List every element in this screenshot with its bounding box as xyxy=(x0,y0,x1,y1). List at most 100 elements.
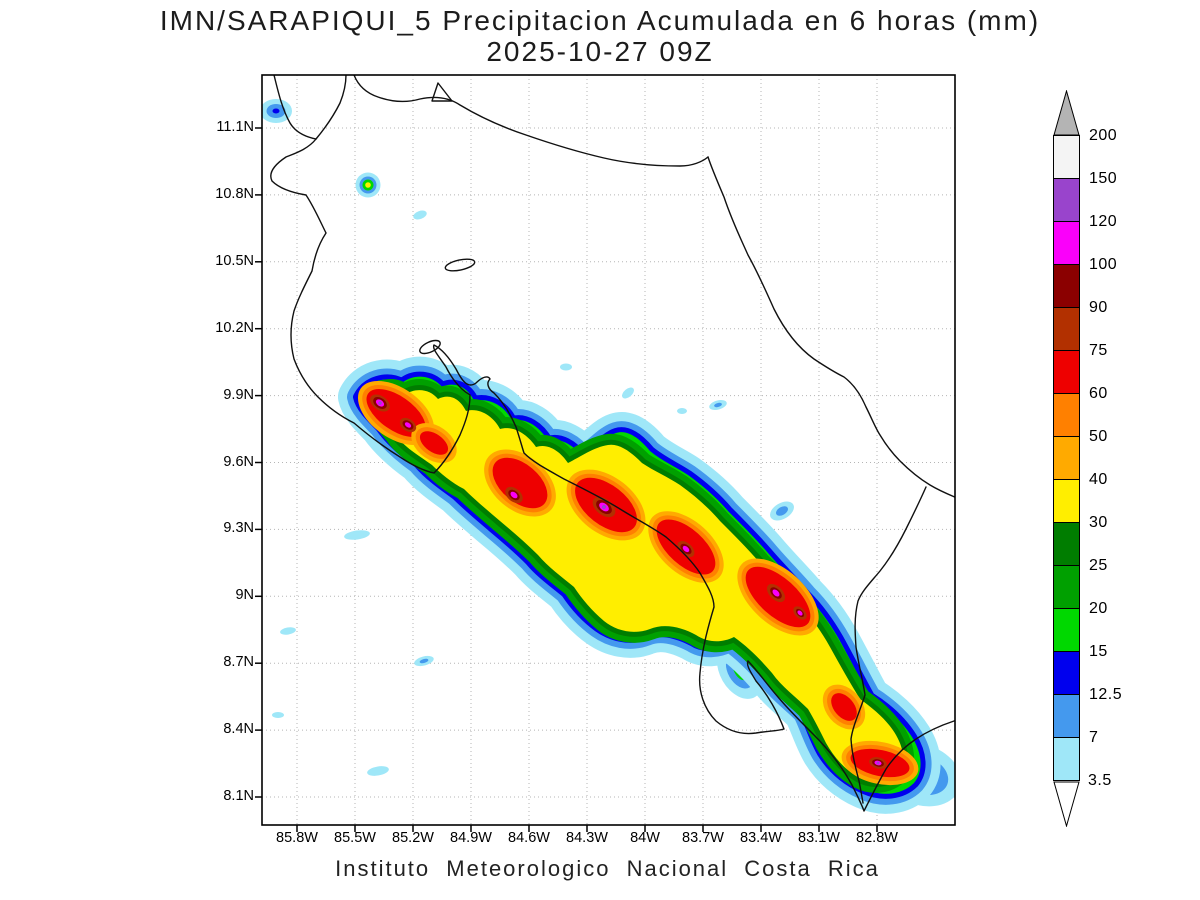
precip-level-magenta xyxy=(772,589,780,597)
precip-spot xyxy=(355,172,381,198)
colorbar-cell: 12.5 xyxy=(1053,686,1122,738)
coastline-caribbean xyxy=(707,156,955,498)
lat-tick-label: 8.7N xyxy=(223,654,254,671)
colorbar-tick-label: 100 xyxy=(1089,256,1118,273)
precip-maximum xyxy=(677,540,695,558)
coastline-pacific xyxy=(270,75,955,812)
colorbar-tick-label: 150 xyxy=(1089,170,1118,187)
precip-level-cyan xyxy=(344,530,370,540)
border-nicaragua xyxy=(315,75,347,140)
lon-tick-label: 85.2W xyxy=(392,830,434,846)
precip-spot xyxy=(413,210,427,220)
lake-nicaragua-shore xyxy=(353,75,709,167)
precip-spot xyxy=(367,766,389,776)
precip-maximum xyxy=(399,417,417,433)
precip-level-red xyxy=(419,431,449,455)
colorbar-tick-label: 50 xyxy=(1089,428,1108,445)
colorbar-cells: 200 150 120 100 90 75 60 50 40 30 25 20 15 12.5 7 xyxy=(1053,127,1193,781)
precip-level-blue xyxy=(419,658,429,664)
colorbar-cell: 90 xyxy=(1053,299,1107,351)
under-arrow-shape xyxy=(1053,781,1080,827)
precip-level-cyan xyxy=(622,387,634,399)
precip-level-purple xyxy=(876,761,880,765)
colorbar-under-arrow xyxy=(1053,781,1080,827)
precip-maximum xyxy=(869,757,887,769)
colorbar-cell: 20 xyxy=(1053,600,1107,652)
precip-field xyxy=(262,99,955,817)
colorbar-tick-label: 90 xyxy=(1089,299,1108,316)
precip-level-cyan xyxy=(560,363,572,371)
over-arrow-shape xyxy=(1053,90,1080,136)
colorbar-over-arrow xyxy=(1053,90,1080,136)
lon-tick-label: 85.8W xyxy=(276,830,318,846)
precip-core xyxy=(484,449,556,517)
map-plot xyxy=(255,74,956,832)
coastlines xyxy=(270,75,955,812)
colorbar-cell: 7 xyxy=(1053,729,1098,781)
colorbar-tick-label: 30 xyxy=(1089,514,1108,531)
precip-spot xyxy=(770,501,794,521)
colorbar-tick-label: 12.5 xyxy=(1089,686,1123,703)
colorbar-tick-label: 120 xyxy=(1089,213,1118,230)
precip-maximum xyxy=(793,606,807,620)
precip-spot xyxy=(262,99,292,123)
precip-spot xyxy=(622,387,634,399)
precip-level-blue xyxy=(714,402,722,408)
precip-maximum xyxy=(505,486,523,504)
precip-spot xyxy=(709,400,727,410)
lake-arenal xyxy=(444,258,476,272)
colorbar-cell: 60 xyxy=(1053,385,1107,437)
precip-level-magenta xyxy=(797,610,803,616)
colorbar-tick-label: 15 xyxy=(1089,643,1108,660)
colorbar-cell: 40 xyxy=(1053,471,1107,523)
lon-tick-label: 83.7W xyxy=(682,830,724,846)
lat-tick-label: 10.5N xyxy=(215,252,254,269)
precip-maximum xyxy=(370,394,390,412)
lat-tick-label: 11.1N xyxy=(216,119,254,135)
lon-tick-label: 84W xyxy=(630,830,660,846)
lat-tick-label: 9.3N xyxy=(223,520,254,537)
precip-level-cyan xyxy=(367,766,389,776)
colorbar-cell: 50 xyxy=(1053,428,1107,480)
colorbar-tick-label: 25 xyxy=(1089,557,1108,574)
colorbar-cell: 15 xyxy=(1053,643,1107,695)
colorbar-tick-label: 60 xyxy=(1089,385,1108,402)
precip-spot xyxy=(280,627,296,635)
precip-spot xyxy=(344,530,370,540)
precip-level-darkblue xyxy=(272,108,280,114)
lat-tick-label: 8.4N xyxy=(223,721,254,738)
colorbar-tick-label: 75 xyxy=(1089,342,1108,359)
lat-tick-label: 9.6N xyxy=(223,453,254,470)
colorbar-cell: 200 xyxy=(1053,127,1117,179)
colorbar-tick-label: 200 xyxy=(1089,127,1118,144)
precip-level-red xyxy=(831,693,857,721)
precip-level-purple xyxy=(602,505,606,509)
colorbar-tick-label: 20 xyxy=(1089,600,1108,617)
chart-subtitle-date: 2025-10-27 09Z xyxy=(486,36,714,67)
precip-core xyxy=(822,684,866,730)
lon-tick-label: 82.8W xyxy=(856,830,898,846)
lake-island xyxy=(431,82,453,102)
lat-tick-label: 9N xyxy=(235,587,254,604)
precip-level-cyan xyxy=(413,210,427,220)
plot-frame xyxy=(261,74,956,826)
colorbar-cell: 25 xyxy=(1053,557,1107,609)
lake-arenal-outline xyxy=(444,258,476,272)
precip-level-cyan xyxy=(272,712,284,718)
lon-tick-label: 84.3W xyxy=(566,830,608,846)
axis-ticks xyxy=(255,127,878,832)
chart-title: IMN/SARAPIQUI_5 Precipitacion Acumulada … xyxy=(159,5,1041,36)
lat-tick-label: 10.2N xyxy=(215,319,254,336)
precip-level-cyan xyxy=(677,408,687,414)
precip-level-cyan xyxy=(280,627,296,635)
chira-island xyxy=(419,339,441,355)
precip-spot xyxy=(414,655,434,667)
precip-maximum xyxy=(592,496,616,518)
colorbar-tick-label: 7 xyxy=(1089,729,1099,746)
colorbar-bottom-label: 3.5 xyxy=(1088,772,1112,789)
chira-island-outline xyxy=(419,339,441,355)
precip-spot xyxy=(560,363,572,371)
lat-tick-label: 8.1N xyxy=(223,788,254,804)
colorbar-cell: 100 xyxy=(1053,256,1117,308)
